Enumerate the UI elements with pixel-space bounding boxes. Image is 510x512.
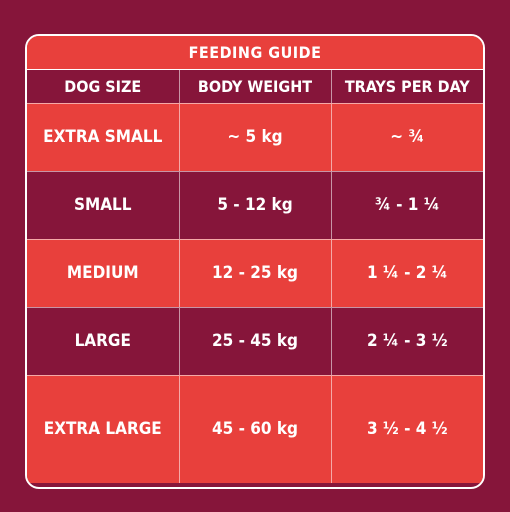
dog-size-cell: SMALL	[27, 171, 180, 239]
trays-per-day-cell: 3 ½ - 4 ½	[366, 419, 448, 440]
body-weight-cell: 25 - 45 kg	[179, 307, 332, 375]
table-row: SMALL 5 - 12 kg ¾ - 1 ¼	[27, 171, 483, 239]
column-header-trays-per-day: TRAYS PER DAY	[344, 76, 470, 96]
dog-size-cell: EXTRA LARGE	[27, 375, 180, 483]
table-row: LARGE 25 - 45 kg 2 ¼ - 3 ½	[27, 307, 483, 375]
body-weight-cell: 45 - 60 kg	[179, 375, 332, 483]
trays-per-day-cell: ~ ¾	[390, 127, 425, 147]
trays-per-day-cell: 2 ¼ - 3 ½	[366, 331, 448, 351]
feeding-guide-table: DOG SIZE BODY WEIGHT TRAYS PER DAY EXTRA…	[27, 70, 483, 483]
trays-per-day-cell: ¾ - 1 ¼	[374, 195, 440, 215]
feeding-guide-card: FEEDING GUIDE DOG SIZE BODY WEIGHT TRAYS…	[25, 34, 485, 489]
body-weight-cell: 12 - 25 kg	[179, 239, 332, 307]
table-header-row: DOG SIZE BODY WEIGHT TRAYS PER DAY	[27, 70, 483, 103]
column-header-dog-size: DOG SIZE	[27, 70, 180, 103]
body-weight-cell: 5 - 12 kg	[179, 171, 332, 239]
body-weight-cell: ~ 5 kg	[179, 103, 332, 171]
trays-per-day-cell: 1 ¼ - 2 ¼	[366, 263, 448, 283]
dog-size-cell: MEDIUM	[27, 239, 180, 307]
column-header-body-weight: BODY WEIGHT	[179, 70, 332, 103]
dog-size-cell: EXTRA SMALL	[27, 103, 180, 171]
table-row: EXTRA LARGE 45 - 60 kg 3 ½ - 4 ½	[27, 375, 483, 483]
feeding-guide-title: FEEDING GUIDE	[27, 36, 483, 70]
table-row: MEDIUM 12 - 25 kg 1 ¼ - 2 ¼	[27, 239, 483, 307]
table-row: EXTRA SMALL ~ 5 kg ~ ¾	[27, 103, 483, 171]
dog-size-cell: LARGE	[27, 307, 180, 375]
